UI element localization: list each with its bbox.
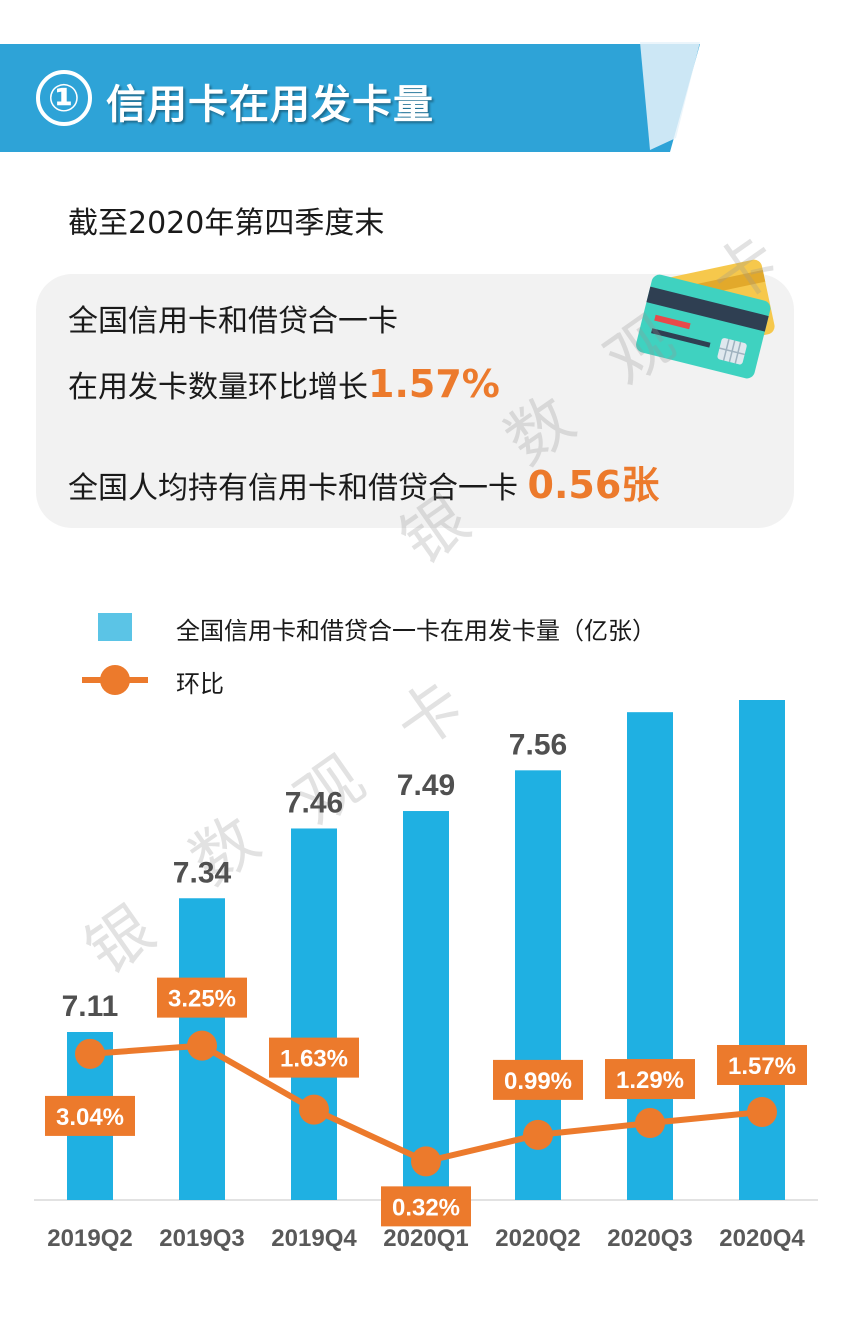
- growth-point: [75, 1038, 105, 1069]
- page-title: 信用卡在用发卡量: [106, 82, 434, 128]
- date-subtitle: 截至2020年第四季度末: [68, 206, 385, 241]
- combo-chart: 7.11 2019Q2 7.34 2019Q3 7.46 2019Q4 7.49 2020Q1…: [34, 700, 818, 1252]
- x-tick-label: 2020Q3: [607, 1225, 692, 1252]
- growth-label-box: [605, 1059, 695, 1100]
- growth-label-box: [157, 977, 247, 1018]
- x-tick-label: 2020Q1: [383, 1225, 468, 1252]
- bar-value-label: 7.49: [397, 769, 455, 802]
- growth-label-box: [493, 1059, 583, 1100]
- header-banner: [0, 42, 700, 152]
- legend-bar-label: 全国信用卡和借贷合一卡在用发卡量（亿张）: [176, 617, 656, 645]
- growth-value-label: 1.57%: [728, 1053, 796, 1080]
- growth-point: [187, 1030, 217, 1061]
- x-tick-label: 2019Q2: [47, 1225, 132, 1252]
- summary-line-2: 在用发卡数量环比增长1.57%: [68, 362, 500, 406]
- growth-point: [411, 1146, 441, 1177]
- credit-card-icon: [636, 259, 775, 379]
- growth-label-box: [717, 1044, 807, 1085]
- x-tick-label: 2020Q4: [719, 1225, 805, 1252]
- growth-point: [299, 1094, 329, 1125]
- bar-value-label: 7.11: [62, 990, 119, 1023]
- growth-label-box: [269, 1037, 359, 1078]
- x-tick-label: 2019Q4: [271, 1225, 357, 1252]
- x-tick-label: 2019Q3: [159, 1225, 244, 1252]
- bar-value-label: 7.34: [173, 856, 232, 889]
- bar-2020Q1: [403, 811, 449, 1200]
- bar-2019Q4: [291, 828, 337, 1200]
- growth-label-box: [45, 1095, 135, 1136]
- bar-value-label: 7.66: [621, 700, 679, 703]
- legend-line-label: 环比: [176, 670, 224, 698]
- growth-value-label: 1.63%: [280, 1046, 348, 1073]
- summary-per-capita-value: 0.56张: [527, 463, 660, 507]
- growth-value-label: 1.29%: [616, 1067, 684, 1094]
- growth-value-label: 3.04%: [56, 1104, 124, 1131]
- growth-value-label: 0.32%: [392, 1194, 460, 1221]
- summary-line-3: 全国人均持有信用卡和借贷合一卡 0.56张: [68, 454, 659, 509]
- summary-line-1: 全国信用卡和借贷合一卡: [68, 296, 398, 340]
- bar-value-label: 7.46: [285, 786, 343, 819]
- section-number-badge: ①: [36, 70, 92, 126]
- bar-value-label: 7.56: [509, 728, 567, 761]
- summary-growth-value: 1.57%: [368, 362, 500, 406]
- legend-line-swatch: [82, 665, 148, 695]
- growth-point: [635, 1108, 665, 1139]
- growth-value-label: 0.99%: [504, 1068, 572, 1095]
- x-tick-label: 2020Q2: [495, 1225, 580, 1252]
- banner-shape: [0, 42, 700, 152]
- growth-point: [747, 1096, 777, 1127]
- growth-label-box: [381, 1186, 471, 1227]
- summary-growth-label: 在用发卡数量环比增长: [68, 370, 368, 405]
- growth-value-label: 3.25%: [168, 986, 236, 1013]
- summary-per-capita-label: 全国人均持有信用卡和借贷合一卡: [68, 471, 528, 506]
- growth-point: [523, 1119, 553, 1150]
- summary-line-1-text: 全国信用卡和借贷合一卡: [68, 304, 398, 339]
- legend-bar-swatch: [98, 613, 132, 641]
